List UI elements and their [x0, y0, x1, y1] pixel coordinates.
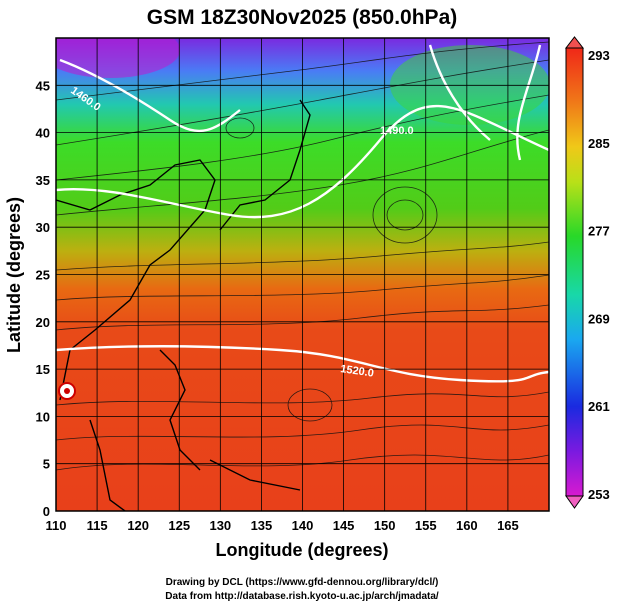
y-axis-ticks: 0 5 10 15 20 25 30 35 40 45 — [36, 78, 50, 519]
y-tick-label: 40 — [36, 126, 50, 141]
y-tick-label: 35 — [36, 173, 50, 188]
y-tick-label: 15 — [36, 362, 50, 377]
x-tick-label: 125 — [168, 518, 190, 533]
cold-air-region — [56, 38, 180, 78]
credit-line-1: Drawing by DCL (https://www.gfd-dennou.o… — [166, 577, 439, 588]
credit-line-2: Data from http://database.rish.kyoto-u.a… — [165, 591, 439, 602]
colorbar-tick-label: 293 — [588, 48, 610, 63]
contour-label-1490: 1490.0 — [380, 125, 414, 137]
geopotential-contours — [56, 44, 549, 383]
x-tick-label: 120 — [127, 518, 149, 533]
x-tick-label: 140 — [292, 518, 314, 533]
y-tick-label: 5 — [43, 457, 50, 472]
x-tick-label: 155 — [415, 518, 437, 533]
x-tick-label: 135 — [251, 518, 273, 533]
x-axis-label: Longitude (degrees) — [215, 540, 388, 560]
contour-label-1520: 1520.0 — [340, 363, 375, 380]
y-tick-label: 30 — [36, 220, 50, 235]
x-axis-ticks: 110 115 120 125 130 135 140 145 150 155 160 165 — [46, 518, 519, 533]
y-tick-label: 20 — [36, 315, 50, 330]
colorbar-tick-label: 269 — [588, 311, 610, 326]
colorbar-tick-label: 253 — [588, 487, 610, 502]
y-tick-label: 0 — [43, 504, 50, 519]
x-tick-label: 160 — [456, 518, 478, 533]
x-tick-label: 130 — [209, 518, 231, 533]
x-tick-label: 115 — [87, 518, 108, 533]
typhoon-marker — [58, 382, 76, 400]
y-axis-label: Latitude (degrees) — [4, 197, 24, 353]
colorbar: 253 261 269 277 285 293 — [564, 36, 610, 509]
x-tick-label: 165 — [497, 518, 519, 533]
wind-streamlines — [56, 41, 549, 471]
y-tick-label: 25 — [36, 268, 50, 283]
colorbar-bottom-arrow — [565, 495, 584, 509]
map-title: GSM 18Z30Nov2025 (850.0hPa) — [147, 6, 458, 29]
x-tick-label: 145 — [333, 518, 355, 533]
colorbar-tick-label: 277 — [588, 224, 610, 239]
colorbar-top-arrow — [564, 36, 585, 49]
colorbar-tick-label: 261 — [588, 399, 610, 414]
colorbar-tick-label: 285 — [588, 136, 610, 151]
y-tick-label: 10 — [36, 409, 50, 424]
grid-lines — [56, 38, 549, 511]
x-tick-label: 110 — [46, 518, 67, 533]
colorbar-scale — [565, 47, 584, 497]
plot-area — [56, 38, 549, 511]
y-tick-label: 45 — [36, 78, 50, 93]
x-tick-label: 150 — [374, 518, 396, 533]
plot-frame — [55, 37, 550, 512]
